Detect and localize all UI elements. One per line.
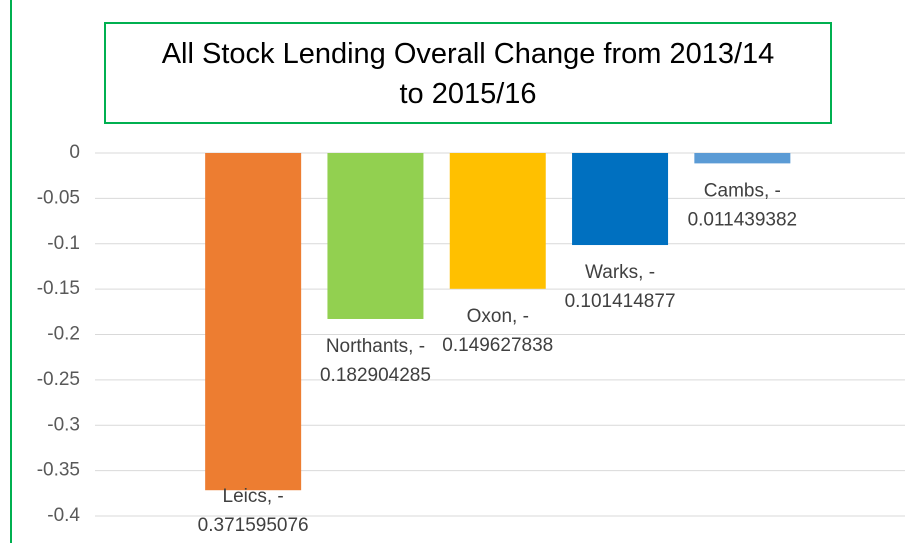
data-label-line: 0.182904285: [320, 365, 431, 386]
data-label-line: Northants, -: [326, 336, 425, 357]
data-label-line: 0.101414877: [565, 291, 676, 312]
data-label: Leics, - 0.371595076: [198, 486, 309, 536]
y-tick-label: 0: [69, 142, 80, 163]
data-label: Oxon, - 0.149627838: [442, 306, 553, 356]
bar: [205, 153, 302, 491]
data-label-line: Cambs, -: [704, 180, 781, 201]
y-tick-label: -0.3: [47, 414, 80, 435]
data-label-line: 0.011439382: [688, 209, 798, 230]
data-label-line: Oxon, -: [467, 306, 529, 327]
y-tick-label: -0.1: [47, 233, 80, 254]
data-label-line: 0.371595076: [198, 515, 309, 536]
data-label: Northants, - 0.182904285: [320, 336, 431, 386]
data-label: Cambs, - 0.011439382: [688, 180, 798, 230]
y-tick-label: -0.2: [47, 324, 80, 345]
data-label-line: Warks, -: [585, 262, 655, 283]
y-tick-label: -0.4: [47, 505, 80, 526]
data-label-line: Leics, -: [223, 486, 284, 507]
y-tick-label: -0.25: [37, 369, 80, 390]
y-tick-label: -0.35: [37, 460, 80, 481]
y-tick-label: -0.05: [37, 187, 80, 208]
bar: [327, 153, 424, 319]
bar: [449, 153, 546, 289]
y-tick-label: -0.15: [37, 278, 80, 299]
chart-title: All Stock Lending Overall Change from 20…: [104, 22, 832, 124]
data-label: Warks, - 0.101414877: [565, 262, 676, 312]
bar: [572, 153, 669, 246]
chart-border: [10, 0, 914, 543]
data-label-line: 0.149627838: [442, 335, 553, 356]
bar: [694, 153, 791, 164]
